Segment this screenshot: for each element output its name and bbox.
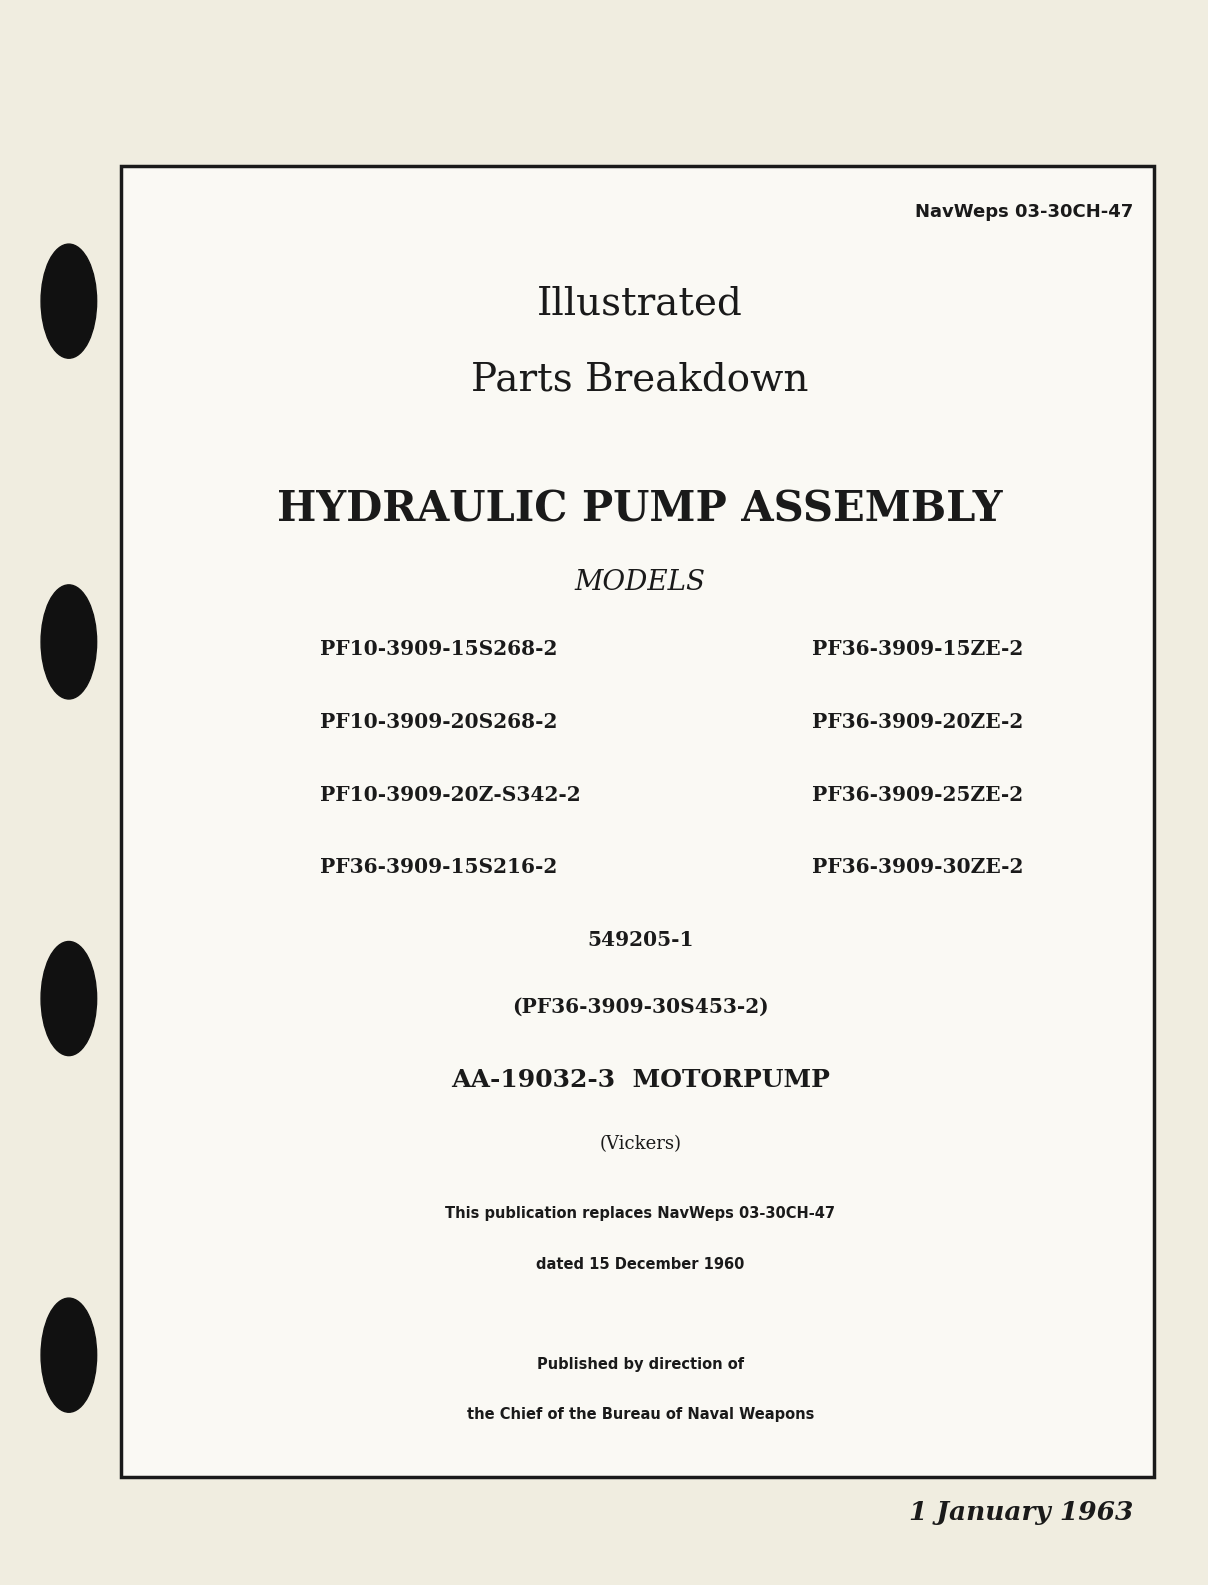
Text: NavWeps 03-30CH-47: NavWeps 03-30CH-47	[914, 203, 1133, 220]
Text: PF36-3909-15S216-2: PF36-3909-15S216-2	[320, 857, 557, 878]
Ellipse shape	[41, 1298, 97, 1412]
Text: PF36-3909-15ZE-2: PF36-3909-15ZE-2	[812, 639, 1023, 659]
Ellipse shape	[41, 585, 97, 699]
Text: dated 15 December 1960: dated 15 December 1960	[536, 1257, 744, 1271]
Text: This publication replaces NavWeps 03-30CH-47: This publication replaces NavWeps 03-30C…	[446, 1206, 835, 1220]
Text: Parts Breakdown: Parts Breakdown	[471, 361, 809, 398]
Text: MODELS: MODELS	[575, 569, 705, 596]
FancyBboxPatch shape	[121, 166, 1154, 1477]
Ellipse shape	[41, 244, 97, 358]
Ellipse shape	[41, 941, 97, 1056]
Text: PF36-3909-20ZE-2: PF36-3909-20ZE-2	[812, 712, 1023, 732]
Text: PF36-3909-25ZE-2: PF36-3909-25ZE-2	[812, 785, 1023, 805]
Text: PF36-3909-30ZE-2: PF36-3909-30ZE-2	[812, 857, 1023, 878]
Text: 549205-1: 549205-1	[587, 930, 693, 951]
Text: AA-19032-3  MOTORPUMP: AA-19032-3 MOTORPUMP	[451, 1068, 830, 1092]
Text: PF10-3909-20S268-2: PF10-3909-20S268-2	[320, 712, 558, 732]
Text: 1 January 1963: 1 January 1963	[908, 1499, 1133, 1525]
Text: (Vickers): (Vickers)	[599, 1135, 681, 1152]
Text: (PF36-3909-30S453-2): (PF36-3909-30S453-2)	[512, 997, 768, 1018]
Text: the Chief of the Bureau of Naval Weapons: the Chief of the Bureau of Naval Weapons	[466, 1407, 814, 1422]
Text: PF10-3909-20Z-S342-2: PF10-3909-20Z-S342-2	[320, 785, 581, 805]
Text: Illustrated: Illustrated	[538, 285, 743, 322]
Text: HYDRAULIC PUMP ASSEMBLY: HYDRAULIC PUMP ASSEMBLY	[278, 488, 1003, 529]
Text: PF10-3909-15S268-2: PF10-3909-15S268-2	[320, 639, 558, 659]
Text: Published by direction of: Published by direction of	[536, 1357, 744, 1371]
